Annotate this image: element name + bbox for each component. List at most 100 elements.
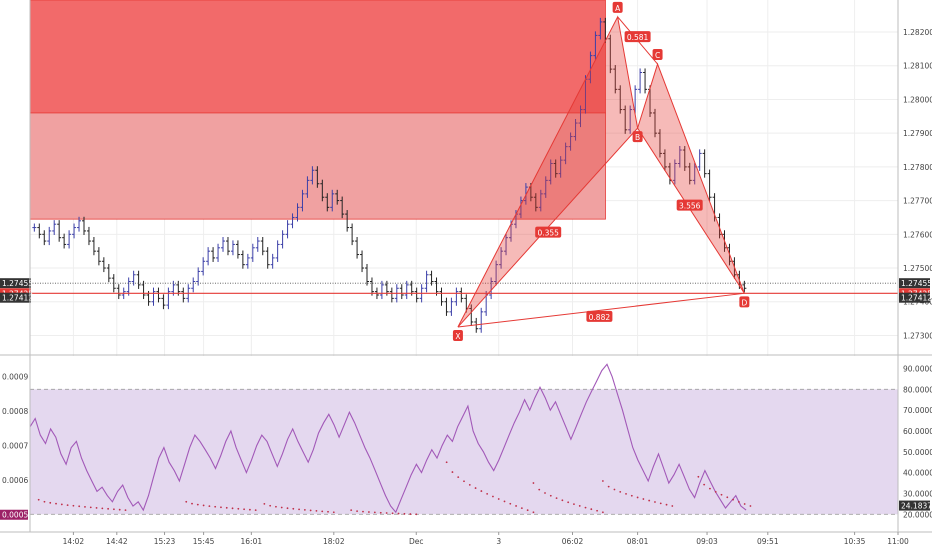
price-bar[interactable]	[156, 287, 161, 303]
price-bar[interactable]	[638, 68, 643, 94]
price-bar[interactable]	[613, 65, 618, 94]
price-bar[interactable]	[389, 287, 394, 303]
price-bar[interactable]	[250, 243, 255, 262]
price-bar[interactable]	[543, 176, 548, 198]
price-bar[interactable]	[72, 223, 77, 239]
price-bar[interactable]	[245, 253, 250, 269]
price-bar[interactable]	[454, 287, 459, 306]
price-bar[interactable]	[201, 257, 206, 276]
price-bar[interactable]	[81, 216, 86, 235]
price-bar[interactable]	[47, 226, 52, 246]
price-bar[interactable]	[181, 287, 186, 303]
price-bar[interactable]	[91, 237, 96, 256]
price-bar[interactable]	[166, 287, 171, 310]
price-bar[interactable]	[141, 280, 146, 300]
price-bar[interactable]	[111, 274, 116, 293]
price-bar[interactable]	[702, 149, 707, 178]
pattern-point-d[interactable]: D	[739, 296, 750, 308]
price-bar[interactable]	[588, 51, 593, 84]
price-bar[interactable]	[379, 280, 384, 300]
price-bar[interactable]	[623, 105, 628, 134]
price-bar[interactable]	[558, 156, 563, 178]
price-bar[interactable]	[62, 233, 67, 249]
price-bar[interactable]	[161, 294, 166, 310]
pattern-ratio-3[interactable]: 0.882	[586, 310, 613, 322]
price-bar[interactable]	[533, 193, 538, 212]
price-bar[interactable]	[523, 183, 528, 205]
price-bar[interactable]	[657, 129, 662, 158]
price-bar[interactable]	[101, 257, 106, 273]
price-bar[interactable]	[235, 240, 240, 259]
price-bar[interactable]	[335, 189, 340, 205]
price-bar[interactable]	[67, 230, 72, 249]
price-bar[interactable]	[275, 240, 280, 262]
price-bar[interactable]	[553, 159, 558, 178]
price-bar[interactable]	[270, 253, 275, 269]
price-bar[interactable]	[449, 297, 454, 316]
price-bar[interactable]	[568, 132, 573, 151]
pattern-point-b[interactable]: B	[632, 131, 643, 143]
price-bar[interactable]	[32, 223, 37, 232]
price-bar[interactable]	[310, 166, 315, 185]
price-bar[interactable]	[345, 210, 350, 232]
price-bar[interactable]	[77, 216, 82, 232]
price-bar[interactable]	[280, 230, 285, 249]
price-bar[interactable]	[136, 270, 141, 289]
price-bar[interactable]	[548, 159, 553, 185]
price-bar[interactable]	[325, 193, 330, 212]
price-bar[interactable]	[365, 263, 370, 286]
price-bar[interactable]	[439, 287, 444, 306]
price-bar[interactable]	[355, 237, 360, 259]
price-bar[interactable]	[742, 280, 747, 293]
pattern-point-a[interactable]: A	[612, 1, 623, 13]
price-bar[interactable]	[499, 247, 504, 269]
pattern-point-c[interactable]: C	[652, 49, 663, 61]
price-bar[interactable]	[106, 263, 111, 283]
price-bar[interactable]	[662, 149, 667, 171]
price-bar[interactable]	[151, 287, 156, 306]
price-bar[interactable]	[687, 162, 692, 185]
price-bar[interactable]	[86, 226, 91, 246]
price-bar[interactable]	[608, 34, 613, 74]
price-bar[interactable]	[494, 260, 499, 286]
price-bar[interactable]	[563, 142, 568, 165]
price-bar[interactable]	[578, 105, 583, 128]
price-bar[interactable]	[240, 250, 245, 269]
price-bar[interactable]	[42, 230, 47, 246]
price-bar[interactable]	[290, 213, 295, 229]
pattern-point-x[interactable]: X	[452, 330, 463, 342]
price-bar[interactable]	[652, 108, 657, 138]
price-bar[interactable]	[538, 189, 543, 212]
price-bar[interactable]	[434, 277, 439, 296]
price-bar[interactable]	[211, 247, 216, 262]
price-bar[interactable]	[672, 159, 677, 185]
price-bar[interactable]	[643, 68, 648, 94]
price-bar[interactable]	[295, 203, 300, 222]
price-bar[interactable]	[57, 220, 62, 242]
price-bar[interactable]	[340, 196, 345, 219]
price-bar[interactable]	[260, 237, 265, 256]
price-bar[interactable]	[573, 119, 578, 141]
price-bar[interactable]	[369, 277, 374, 296]
price-bar[interactable]	[126, 277, 131, 296]
price-bar[interactable]	[300, 189, 305, 212]
price-bar[interactable]	[677, 145, 682, 168]
price-bar[interactable]	[206, 247, 211, 266]
price-bar[interactable]	[350, 223, 355, 246]
price-bar[interactable]	[221, 237, 226, 252]
price-bar[interactable]	[265, 247, 270, 269]
price-bar[interactable]	[618, 85, 623, 114]
price-bar[interactable]	[504, 233, 509, 256]
price-bar[interactable]	[191, 277, 196, 293]
price-bar[interactable]	[196, 267, 201, 286]
price-bar[interactable]	[717, 213, 722, 239]
price-bar[interactable]	[285, 220, 290, 239]
price-bar[interactable]	[598, 17, 603, 40]
price-bar[interactable]	[429, 270, 434, 286]
price-bar[interactable]	[444, 297, 449, 316]
price-bar[interactable]	[628, 105, 633, 134]
price-bar[interactable]	[404, 280, 409, 300]
price-bar[interactable]	[414, 287, 419, 303]
price-bar[interactable]	[360, 250, 365, 273]
price-bar[interactable]	[116, 284, 121, 300]
